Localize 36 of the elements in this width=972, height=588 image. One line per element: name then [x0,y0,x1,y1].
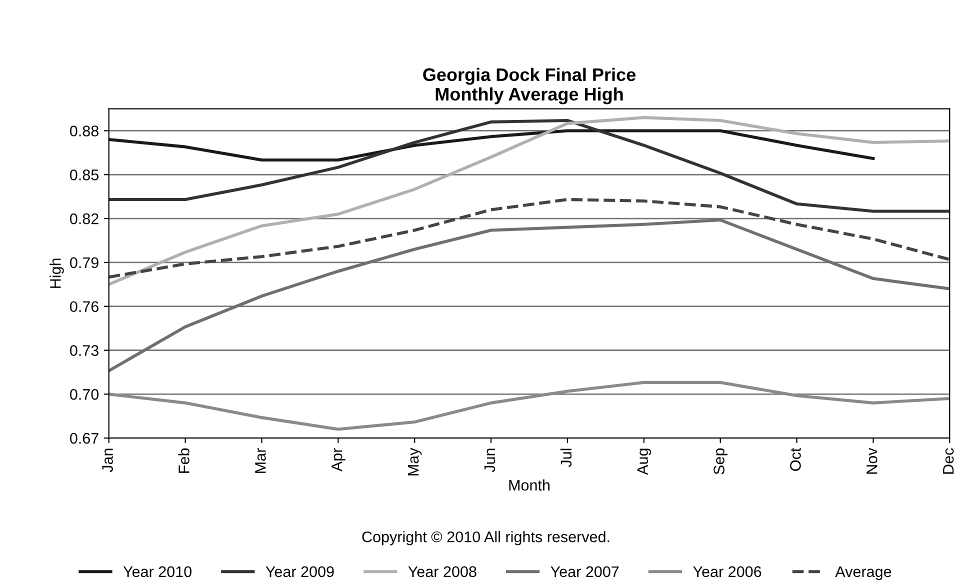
y-tick-label: 0.73 [70,345,98,356]
legend-label: Year 2009 [266,566,334,578]
line-series [108,118,950,213]
chart-title: Georgia Dock Final Price Monthly Average High [423,68,636,104]
text: Copyright © 2010 All rights reserved. [362,531,610,546]
legend-label: Year 2010 [123,566,192,578]
x-tick-label: Aug [637,448,652,475]
line-series [108,380,950,431]
line-series [108,129,875,162]
x-tick-label: Oct [790,448,801,471]
x-tick-label: Jan [102,448,113,472]
legend-label: Year 2006 [693,566,762,578]
x-axis-title: Month [509,479,550,491]
x-tick-label: Feb [178,448,190,473]
x-tick-label: Jun [484,448,496,472]
y-axis-title: High [50,258,64,288]
x-tick-label: Jul [560,448,572,468]
y-tick-label: 0.76 [70,301,98,312]
x-tick-label: Sep [714,448,728,474]
line-series [108,116,950,286]
line-series [108,218,950,372]
x-tick-label: Mar [255,448,266,473]
y-tick-label: 0.79 [70,257,98,268]
legend-label: Year 2007 [550,566,619,578]
legend-label: Average [835,566,892,580]
x-tick-label: Apr [332,448,346,472]
x-tick-label: Nov [866,448,878,474]
y-tick-label: 0.88 [70,126,98,136]
y-tick-label: 0.67 [70,432,98,444]
x-tick-label: May [408,448,422,476]
x-tick-label: Dec [943,448,954,474]
line-series [108,198,950,279]
y-tick-label: 0.82 [70,213,98,224]
y-tick-label: 0.85 [70,170,99,180]
y-tick-label: 0.70 [70,389,99,400]
legend-label: Year 2008 [408,566,476,578]
